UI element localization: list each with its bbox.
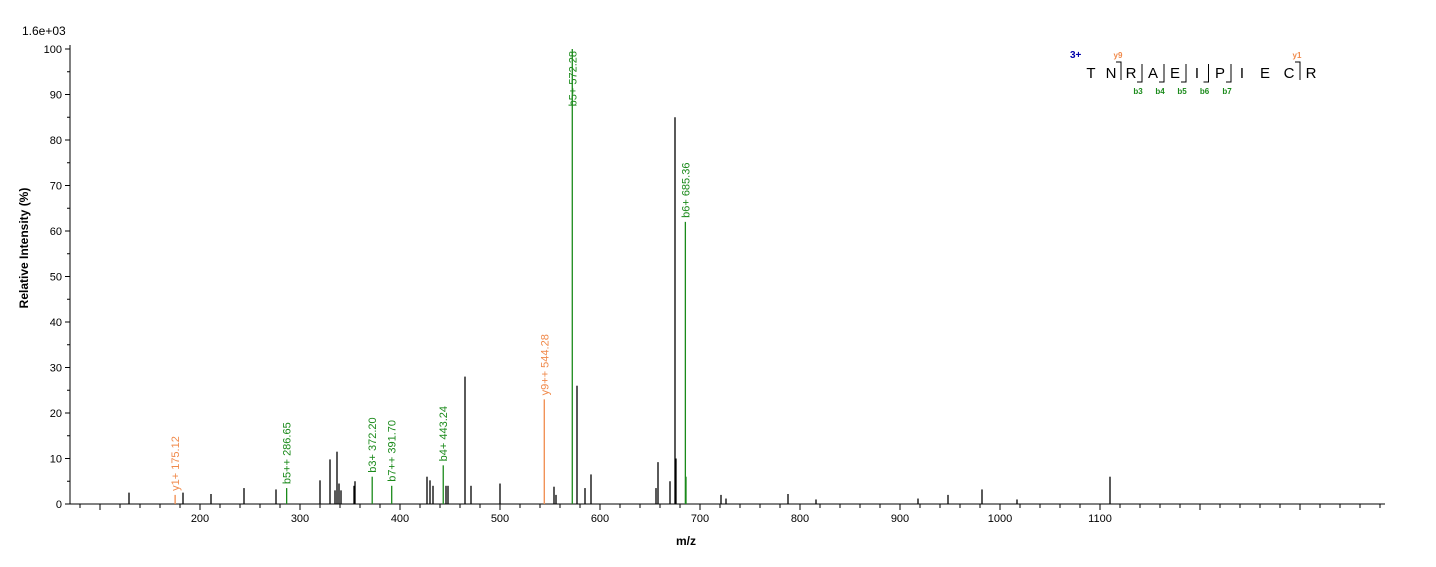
sequence-residue: R xyxy=(1126,65,1137,82)
b-fragment-label: b5 xyxy=(1177,87,1187,96)
b-fragment-marker xyxy=(1181,64,1187,83)
sequence-residue: E xyxy=(1260,65,1270,82)
x-tick-label: 500 xyxy=(491,513,509,525)
y-tick-label: 100 xyxy=(44,44,62,56)
x-tick-label: 300 xyxy=(291,513,309,525)
b-fragment-marker xyxy=(1203,64,1209,83)
y-tick-label: 40 xyxy=(50,317,62,329)
x-tick-label: 1000 xyxy=(988,513,1012,525)
sequence-residue: I xyxy=(1240,65,1244,82)
x-tick-label: 600 xyxy=(591,513,609,525)
b-fragment-label: b4 xyxy=(1155,87,1165,96)
peak-label: b7++ 391.70 xyxy=(387,420,399,482)
sequence-residue: P xyxy=(1215,65,1225,82)
peak-label: y9++ 544.28 xyxy=(539,334,551,395)
y-tick-label: 20 xyxy=(50,408,62,420)
y-tick-label: 80 xyxy=(50,135,62,147)
y-tick-label: 60 xyxy=(50,226,62,238)
y-axis-title: Relative Intensity (%) xyxy=(17,188,31,309)
x-tick-label: 900 xyxy=(891,513,909,525)
sequence-residue: N xyxy=(1106,65,1117,82)
b-fragment-marker xyxy=(1226,64,1232,83)
peak-label: y1+ 175.12 xyxy=(170,436,182,491)
x-tick-label: 700 xyxy=(691,513,709,525)
b-fragment-label: b3 xyxy=(1133,87,1143,96)
y-tick-label: 10 xyxy=(50,454,62,466)
y-tick-label: 90 xyxy=(50,90,62,102)
x-tick-label: 200 xyxy=(191,513,209,525)
sequence-residue: T xyxy=(1086,65,1095,82)
peak-label: b6+ 685.36 xyxy=(680,163,692,218)
x-tick-label: 800 xyxy=(791,513,809,525)
peaks xyxy=(128,49,1111,504)
peak-label: b5+ 572.28 xyxy=(567,51,579,106)
y-fragment-label: y9 xyxy=(1114,51,1123,60)
peak-label: b5++ 286.65 xyxy=(282,422,294,484)
peak-label: b4+ 443.24 xyxy=(438,406,450,461)
y-fragment-label: y1 xyxy=(1293,51,1302,60)
sequence-residue: C xyxy=(1284,65,1295,82)
y-fragment-marker xyxy=(1116,61,1122,80)
sequence-residue: I xyxy=(1195,65,1199,82)
x-axis-title: m/z xyxy=(676,534,696,548)
y-tick-label: 0 xyxy=(56,499,62,511)
peak-label: b3+ 372.20 xyxy=(367,417,379,472)
b-fragment-marker xyxy=(1159,64,1165,83)
sequence-residue: A xyxy=(1148,65,1158,82)
x-tick-label: 1100 xyxy=(1088,513,1112,525)
sequence-residue: E xyxy=(1170,65,1180,82)
y-tick-label: 50 xyxy=(50,272,62,284)
b-fragment-marker xyxy=(1137,64,1143,83)
y-fragment-marker xyxy=(1295,61,1301,80)
peak-labels: y1+ 175.12 b5++ 286.65 b3+ 372.20 b7++ 391.… xyxy=(170,51,692,491)
b-fragment-label: b6 xyxy=(1200,87,1210,96)
y-tick-label: 30 xyxy=(50,363,62,375)
x-tick-label: 400 xyxy=(391,513,409,525)
charge-state: 3+ xyxy=(1070,50,1082,61)
axes: 200 300 400 500 600 700 800 900 1000 1100 0 10 20 30 4… xyxy=(44,44,1385,525)
y-tick-label: 70 xyxy=(50,181,62,193)
sequence-residue: R xyxy=(1306,65,1317,82)
b-fragment-label: b7 xyxy=(1222,87,1232,96)
intensity-scale-label: 1.6e+03 xyxy=(22,24,66,38)
